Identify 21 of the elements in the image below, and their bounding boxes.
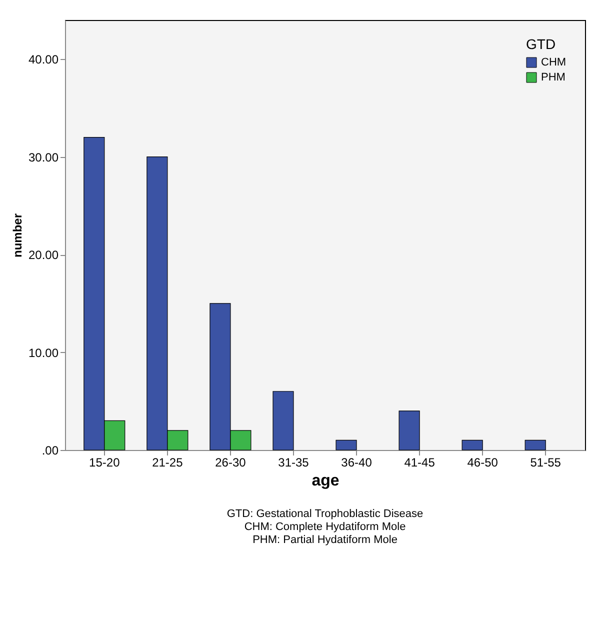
legend-label: CHM [541, 56, 566, 68]
y-tick-label: 30.00 [28, 150, 59, 164]
legend-label: PHM [541, 72, 566, 84]
y-tick-label: 10.00 [28, 346, 59, 360]
x-tick-label: 21-25 [152, 456, 184, 470]
y-tick-label: .00 [42, 444, 59, 458]
text: GTD: Gestational Trophoblastic Disease [226, 508, 424, 520]
x-tick-label: 15-20 [89, 456, 120, 470]
x-tick-label: 51-55 [530, 456, 562, 470]
x-tick-label: 36-40 [341, 456, 372, 470]
y-axis-title: number [10, 213, 24, 258]
y-tick-label: 20.00 [28, 248, 59, 262]
x-axis-title: age [312, 472, 340, 490]
y-tick-label: 40.00 [28, 52, 59, 67]
x-tick-label: 41-45 [404, 456, 436, 470]
text: PHM: Partial Hydatiform Mole [252, 534, 398, 546]
legend-title: GTD [526, 36, 556, 52]
x-tick-label: 31-35 [278, 456, 310, 470]
text: CHM: Complete Hydatiform Mole [244, 521, 406, 533]
x-tick-label: 26-30 [215, 456, 246, 470]
x-tick-label: 46-50 [467, 456, 498, 470]
